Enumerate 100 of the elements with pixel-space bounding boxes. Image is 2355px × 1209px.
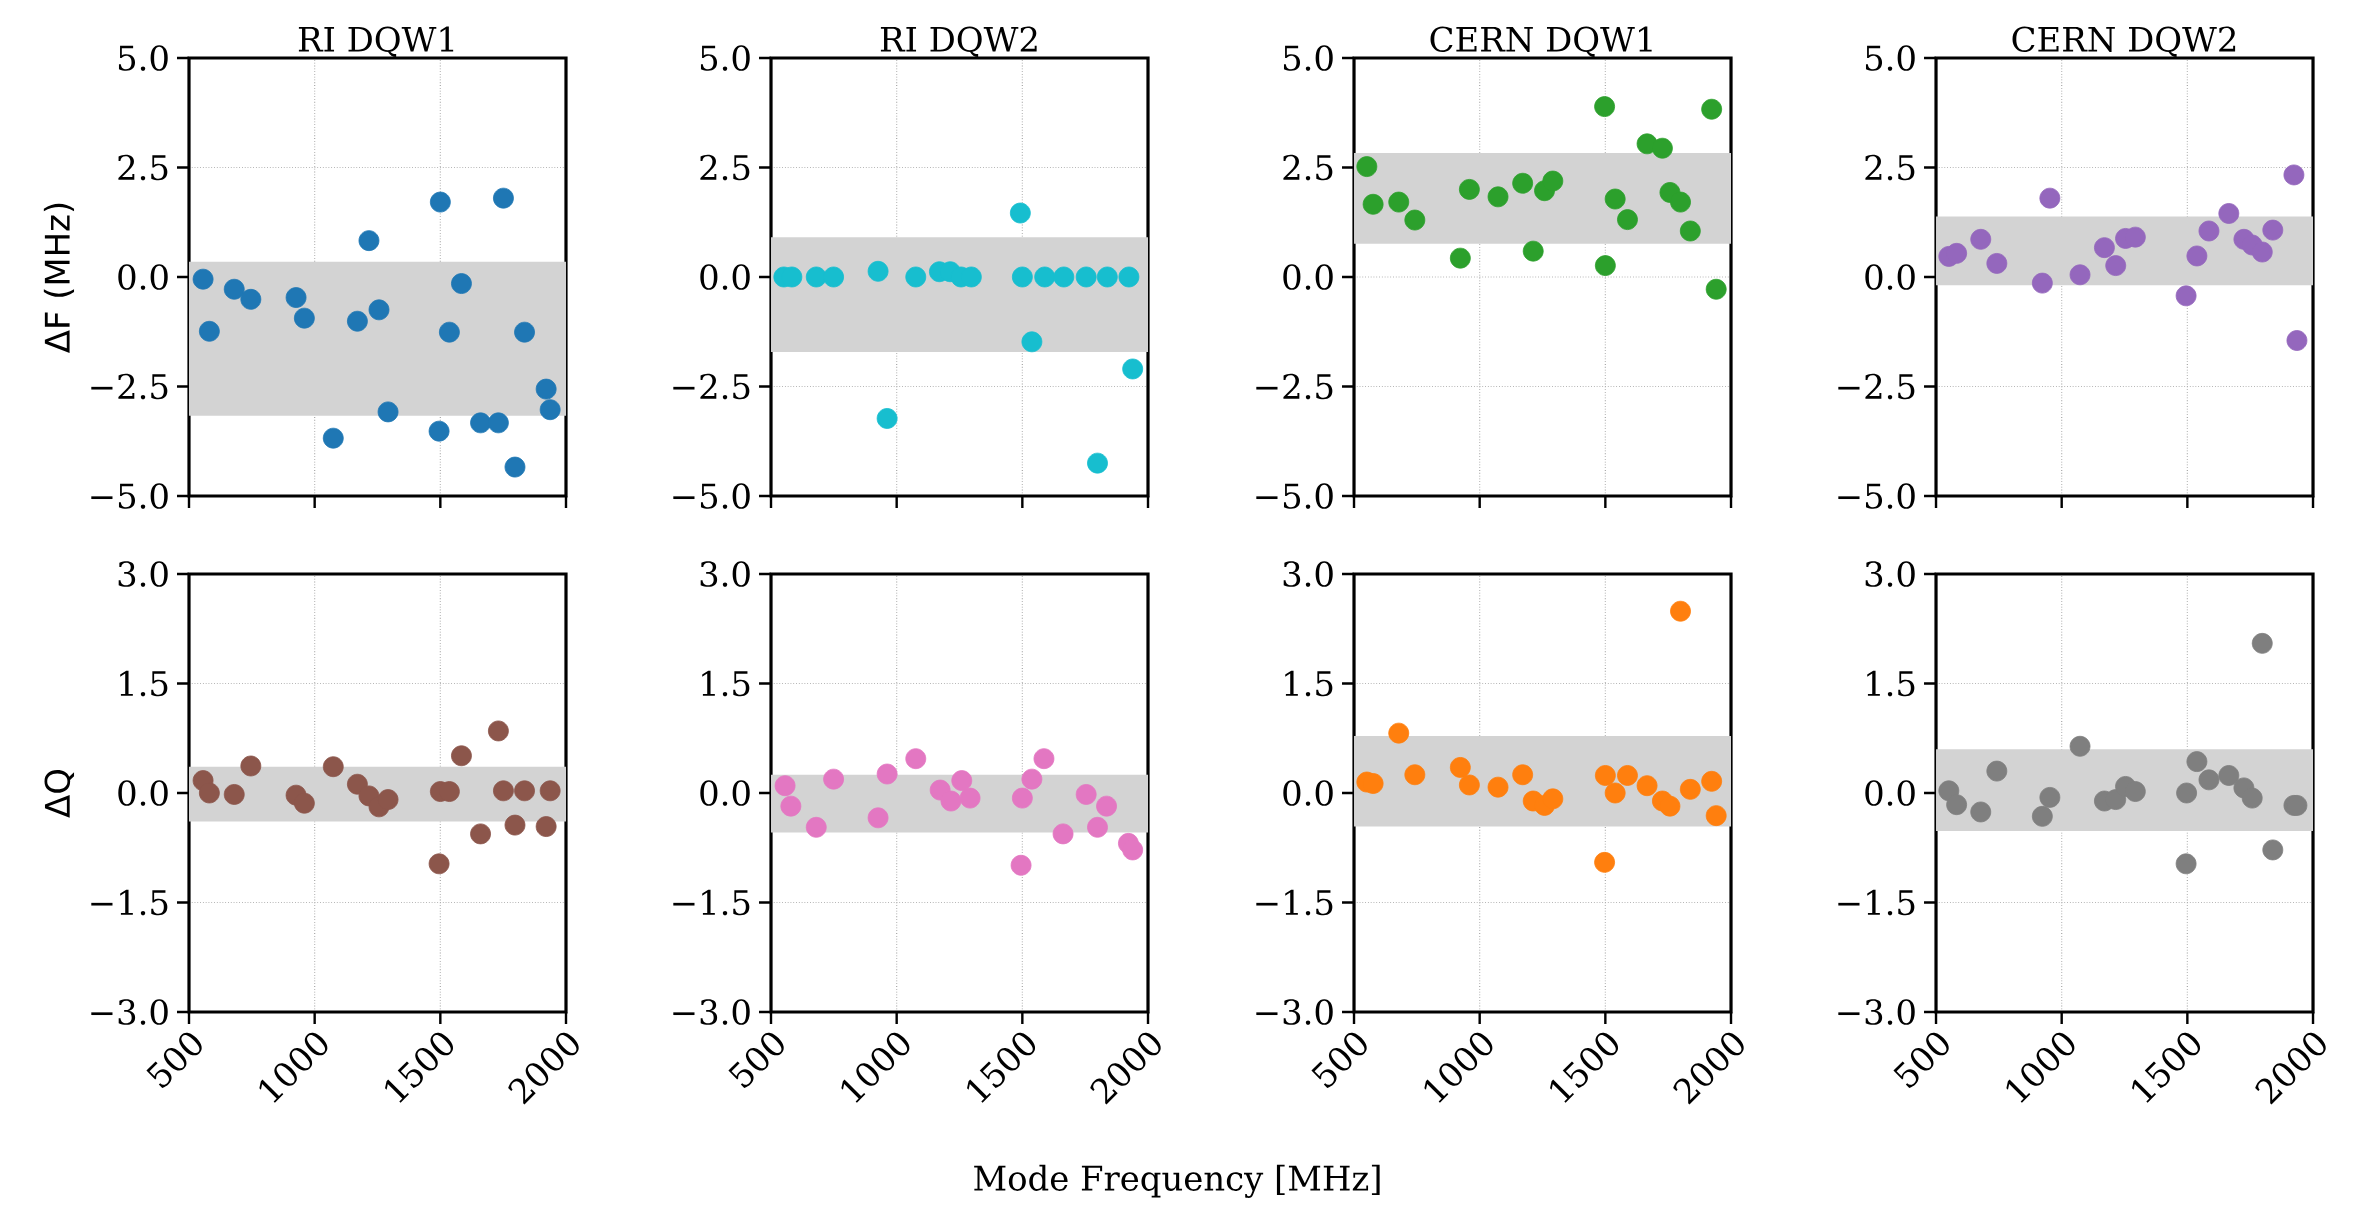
y-tick-label: 3.0 <box>1865 561 1915 587</box>
point <box>1449 247 1471 269</box>
point <box>2069 735 2091 757</box>
y-tick-label: 1.5 <box>702 670 750 697</box>
chart-title: CERN DQW1 <box>1430 26 1652 57</box>
point <box>1033 748 1055 770</box>
x-axis-title: Mode Frequency [MHz] <box>974 1164 1380 1198</box>
point <box>867 807 889 829</box>
point <box>1011 787 1033 809</box>
point <box>1970 228 1992 250</box>
point <box>1701 770 1723 792</box>
point <box>1512 764 1534 786</box>
point <box>2039 187 2061 209</box>
point <box>1542 788 1564 810</box>
point <box>1021 331 1043 353</box>
point <box>1679 778 1701 800</box>
point <box>539 780 561 802</box>
y-tick-label: 5.0 <box>1865 45 1915 71</box>
point <box>774 775 796 797</box>
point <box>322 756 344 778</box>
y-tick-label: −3.0 <box>1838 999 1915 1025</box>
point <box>2218 765 2240 786</box>
y-tick-label: −2.5 <box>1838 373 1915 400</box>
y-tick-label: 2.5 <box>1865 154 1915 181</box>
point <box>1404 209 1426 231</box>
point <box>2262 219 2284 241</box>
point <box>1122 839 1144 861</box>
point <box>1404 764 1426 786</box>
y-tick-label: −3.0 <box>91 999 168 1025</box>
y-tick-label: −3.0 <box>673 999 750 1025</box>
point <box>346 773 368 795</box>
point <box>2094 237 2115 259</box>
point <box>1122 358 1144 380</box>
point <box>959 787 981 809</box>
chart-title: RI DQW2 <box>880 26 1037 57</box>
point <box>451 273 472 294</box>
point <box>2241 787 2263 809</box>
point <box>2186 751 2208 772</box>
point <box>2039 786 2061 808</box>
x-tick-label: 500 <box>728 1032 784 1089</box>
point <box>487 720 509 742</box>
point <box>1617 209 1638 231</box>
point <box>377 401 399 423</box>
point <box>1034 266 1056 288</box>
point <box>823 768 844 790</box>
y-tick-label: 5.0 <box>118 45 168 71</box>
y-tick-label: −5.0 <box>673 483 750 509</box>
point <box>1449 757 1471 778</box>
point <box>322 427 344 449</box>
point <box>905 266 927 288</box>
y-tick-label: −2.5 <box>673 373 750 400</box>
y-tick-label: 0.0 <box>1283 264 1333 290</box>
point <box>535 816 557 837</box>
point <box>2218 203 2240 224</box>
point <box>293 792 315 814</box>
point <box>377 789 399 810</box>
point <box>1652 137 1673 159</box>
point <box>504 814 526 836</box>
point <box>1487 776 1509 798</box>
point <box>346 310 368 332</box>
y-tick-label: 0.0 <box>118 264 168 290</box>
y-tick-label: 3.0 <box>700 561 750 587</box>
point <box>1052 823 1074 845</box>
y-tick-label: 0.0 <box>700 780 750 806</box>
point <box>1487 186 1509 208</box>
point <box>1512 172 1534 194</box>
point <box>876 763 898 785</box>
point <box>867 260 889 282</box>
point <box>2283 164 2305 186</box>
y-tick-label: 5.0 <box>1283 45 1333 71</box>
point <box>2176 782 2197 804</box>
point <box>1388 722 1410 744</box>
point <box>539 399 561 421</box>
point <box>493 780 514 802</box>
point <box>368 299 390 321</box>
point <box>2175 285 2197 307</box>
point <box>1594 851 1615 873</box>
y-tick-label: 3.0 <box>1283 561 1333 587</box>
point <box>1946 794 1968 816</box>
point <box>428 420 450 442</box>
y-tick-label: −1.5 <box>1838 889 1915 916</box>
y-tick-label: 2.5 <box>1283 154 1333 181</box>
point <box>1011 266 1033 288</box>
point <box>1542 170 1564 192</box>
point <box>1087 816 1108 838</box>
y-tick-label: 0.0 <box>1865 780 1915 806</box>
point <box>1053 266 1075 288</box>
y-tick-label: −5.0 <box>1256 483 1333 509</box>
point <box>198 782 220 804</box>
point <box>493 187 514 209</box>
y-axis-title: ΔF (MHz) <box>43 203 75 353</box>
point <box>2251 241 2273 263</box>
point <box>504 456 526 478</box>
point <box>2198 220 2220 242</box>
point <box>285 287 307 308</box>
point <box>451 745 472 767</box>
point <box>223 784 245 805</box>
point <box>805 266 827 288</box>
point <box>1021 768 1043 790</box>
point <box>487 412 509 434</box>
